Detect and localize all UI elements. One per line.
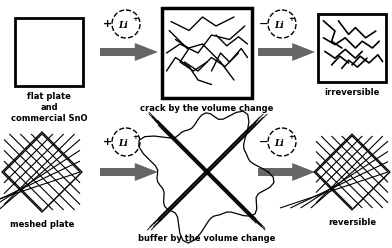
Text: +: + — [132, 134, 138, 140]
Text: Li: Li — [274, 22, 284, 31]
Text: +: + — [288, 16, 294, 22]
Text: −: − — [260, 19, 269, 29]
Text: Li: Li — [118, 139, 128, 149]
Text: +: + — [132, 16, 138, 22]
Text: Li: Li — [274, 139, 284, 149]
Text: crack by the volume change: crack by the volume change — [140, 104, 274, 113]
Circle shape — [112, 128, 140, 156]
Polygon shape — [100, 43, 158, 61]
Bar — [15, 18, 83, 86]
Text: +: + — [288, 134, 294, 140]
Text: flat plate
and
commercial SnO: flat plate and commercial SnO — [11, 92, 87, 123]
Text: buffer by the volume change: buffer by the volume change — [138, 234, 276, 243]
Circle shape — [268, 10, 296, 38]
Polygon shape — [258, 163, 315, 181]
Bar — [318, 14, 386, 82]
Text: meshed plate: meshed plate — [10, 220, 74, 229]
Polygon shape — [100, 163, 158, 181]
Bar — [162, 8, 252, 98]
Text: +: + — [103, 137, 113, 147]
Text: Li: Li — [118, 22, 128, 31]
Text: reversible: reversible — [328, 218, 376, 227]
Text: +: + — [103, 19, 113, 29]
Circle shape — [268, 128, 296, 156]
Text: irreversible: irreversible — [324, 88, 380, 97]
Text: −: − — [260, 137, 269, 147]
Circle shape — [112, 10, 140, 38]
Polygon shape — [258, 43, 315, 61]
